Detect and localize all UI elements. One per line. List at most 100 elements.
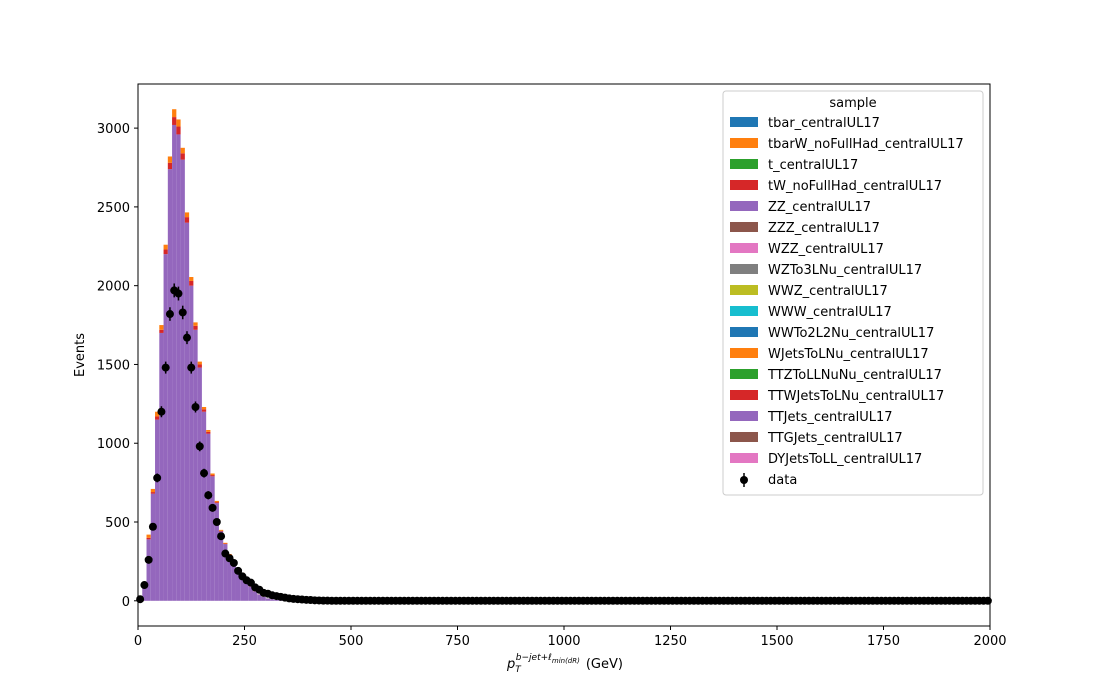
histogram-bar [163,249,168,255]
legend-swatch [730,180,758,190]
legend-swatch [730,432,758,442]
legend-label: WJetsToLNu_centralUL17 [768,347,929,362]
legend-swatch [730,138,758,148]
data-point [165,310,174,319]
histogram-bar [261,596,266,601]
legend-label: WZZ_centralUL17 [768,242,884,257]
y-tick-label: 2500 [97,201,130,216]
x-tick-label: 1500 [760,634,793,649]
data-point [182,333,191,342]
histogram-bar [214,500,219,503]
histogram-bar [197,361,202,365]
data-point [187,363,196,372]
histogram-bar [155,419,160,601]
histogram-bar [172,109,177,118]
histogram-bar [159,332,164,601]
x-tick-label: 0 [134,634,142,649]
legend-label: t_centralUL17 [768,158,858,173]
data-point [157,407,166,416]
legend-swatch [730,117,758,127]
y-tick-label: 500 [105,516,130,531]
histogram-bar [248,586,254,601]
x-axis-label: pTb−jet+ℓmin(dR) (GeV) [506,653,623,675]
data-point [148,522,157,531]
x-axis: 0 250 500 750 1000 1250 1500 1750 2000 [134,626,1007,649]
histogram-bar [167,169,173,601]
histogram-bar [201,406,207,410]
histogram-bar [193,325,198,330]
data-point [174,289,183,298]
histogram-bar [167,156,173,163]
histogram-bar [176,134,181,601]
histogram-bar [201,409,207,412]
histogram-bar [189,285,194,601]
histogram-bar [210,476,215,601]
histogram-bar [189,277,194,281]
histogram-bar [201,411,207,601]
histogram-bar [146,537,151,540]
legend-label: data [768,473,797,488]
histogram-bar [235,568,241,601]
data-point [195,442,204,451]
histogram-bar [197,364,202,368]
histogram-bar [193,329,198,601]
histogram-bar [218,529,224,531]
legend-label: WWZ_centralUL17 [768,284,888,299]
histogram-bar [159,329,164,333]
y-tick-label: 0 [122,595,130,610]
histogram-bar [184,217,190,223]
legend-swatch [730,327,758,337]
histogram-bar [218,531,224,601]
histogram-bar [197,367,202,601]
x-tick-label: 2000 [973,634,1006,649]
histogram-bar [146,534,151,538]
y-tick-label: 1500 [97,358,130,373]
legend-label: TTZToLLNuNu_centralUL17 [767,368,942,383]
legend-label: tbar_centralUL17 [768,116,880,131]
legend-swatch [730,159,758,169]
legend-label: TTWJetsToLNu_centralUL17 [767,389,944,404]
legend-label: tW_noFullHad_centralUL17 [768,179,942,194]
legend-label: TTJets_centralUL17 [767,410,893,425]
x-tick-label: 1750 [867,634,900,649]
x-tick-label: 1250 [654,634,687,649]
histogram-bar [231,562,236,601]
histogram-bar [206,433,211,601]
x-tick-label: 250 [232,634,257,649]
histogram-bar [210,473,215,476]
histogram-bar [172,124,177,601]
legend-swatch [730,411,758,421]
data-point [140,581,149,590]
y-axis: 0 500 1000 1500 2000 2500 3000 [97,122,138,610]
legend-swatch [730,201,758,211]
legend-swatch [730,348,758,358]
data-point [208,503,217,512]
histogram-bar [180,153,185,160]
histogram-bar [257,594,262,601]
legend-label: WWTo2L2Nu_centralUL17 [768,326,934,341]
legend-swatch [730,285,758,295]
histogram-bar [150,492,156,494]
legend-label: TTGJets_centralUL17 [767,431,903,446]
histogram-bar [155,411,160,417]
histogram-bar [184,222,190,601]
legend-swatch [730,369,758,379]
x-tick-label: 1000 [547,634,580,649]
y-tick-label: 1000 [97,437,130,452]
histogram-bar [176,119,181,127]
histogram-bar [167,162,173,170]
legend-data-marker [740,476,748,484]
histogram-bar [150,493,156,601]
histogram-bar [223,544,228,601]
data-point [212,518,221,527]
histogram-bar [227,555,232,601]
y-tick-label: 2000 [97,280,130,295]
histogram-bar [240,573,245,601]
legend-label: tbarW_noFullHad_centralUL17 [768,137,964,152]
histogram-bar [180,159,185,601]
legend-label: WWW_centralUL17 [768,305,892,320]
legend-swatch [730,453,758,463]
data-point [234,566,243,575]
histogram-bar [214,503,219,601]
